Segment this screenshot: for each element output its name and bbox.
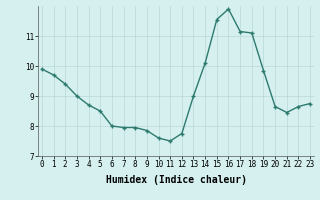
X-axis label: Humidex (Indice chaleur): Humidex (Indice chaleur): [106, 175, 246, 185]
